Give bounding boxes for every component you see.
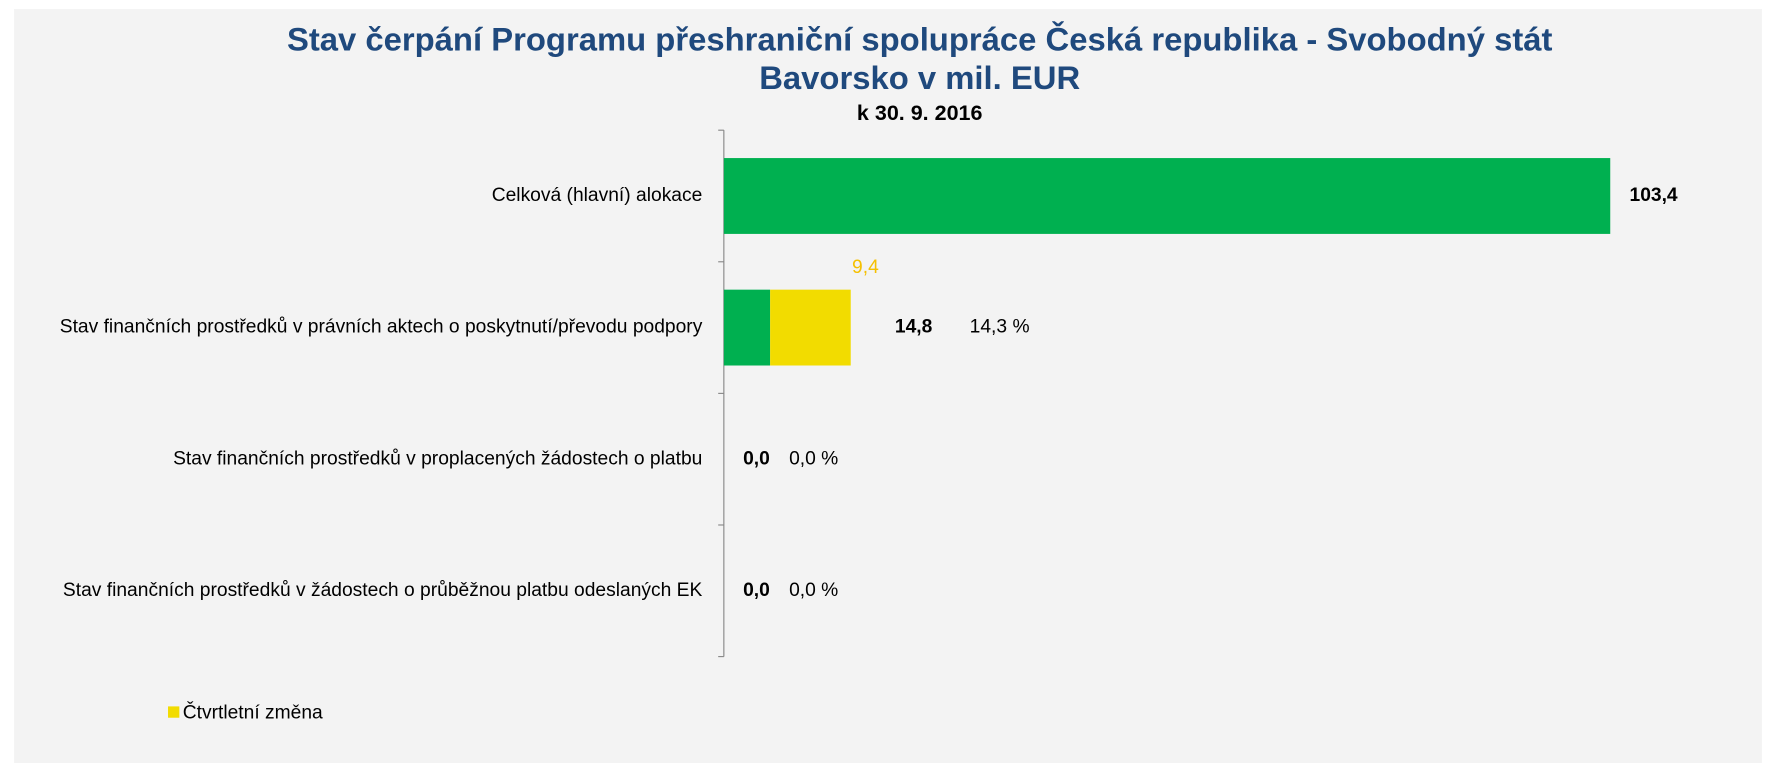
- bar-segment: [723, 289, 771, 366]
- chart-subtitle: k 30. 9. 2016: [857, 101, 983, 125]
- legend-label: Čtvrtletní změna: [183, 701, 323, 723]
- chart-title: Stav čerpání Programu přeshraniční spolu…: [287, 20, 1553, 58]
- legend-swatch: [168, 706, 180, 718]
- share-label: 14,3 %: [970, 317, 1030, 338]
- total-label: 0,0: [743, 448, 770, 469]
- total-label: 0,0: [743, 580, 770, 601]
- category-label: Stav finančních prostředků v žádostech o…: [63, 580, 703, 601]
- total-label: 14,8: [895, 317, 933, 338]
- category-label: Celková (hlavní) alokace: [492, 185, 703, 206]
- total-label: 103,4: [1629, 185, 1677, 206]
- chart-title: Bavorsko v mil. EUR: [759, 59, 1080, 96]
- category-label: Stav finančních prostředků v proplacenýc…: [173, 448, 702, 469]
- share-label: 0,0 %: [789, 448, 838, 469]
- chart-background: [14, 9, 1762, 763]
- share-label: 0,0 %: [789, 580, 838, 601]
- category-label: Stav finančních prostředků v právních ak…: [60, 317, 703, 338]
- bar-segment: [770, 289, 851, 366]
- bar-segment: [723, 158, 1611, 234]
- segment-label: 9,4: [852, 257, 879, 278]
